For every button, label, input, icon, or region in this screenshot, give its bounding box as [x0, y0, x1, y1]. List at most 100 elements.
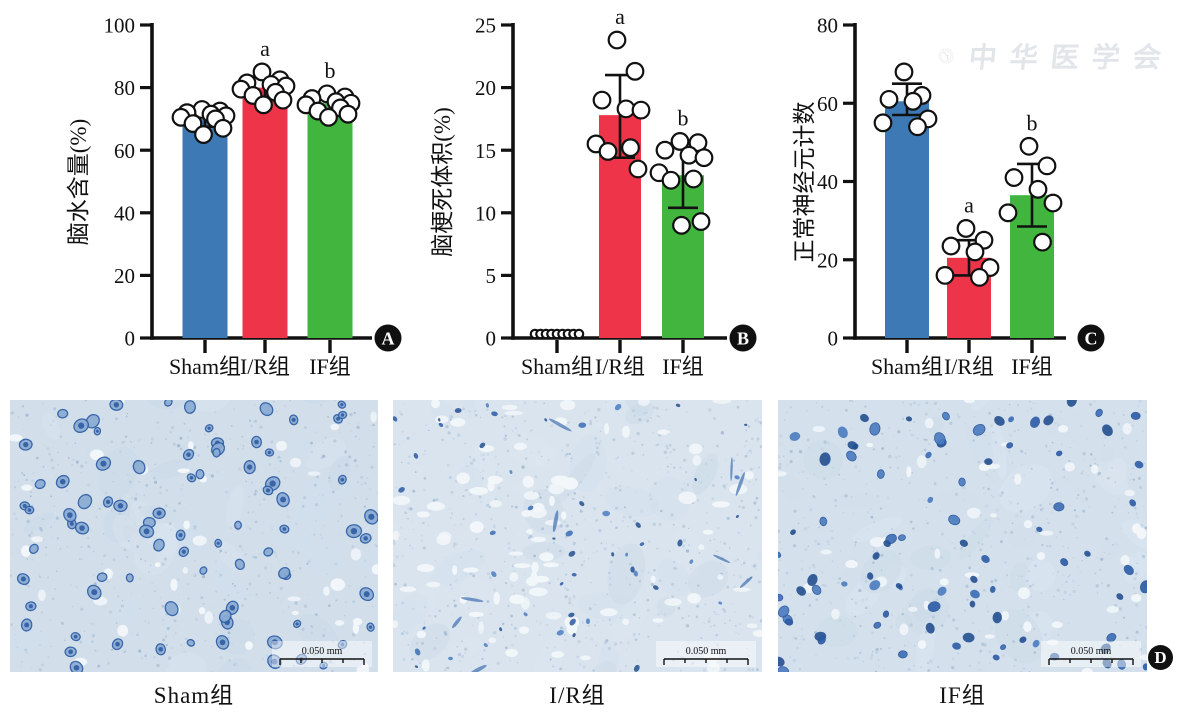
neuron-nucleus: [229, 604, 236, 611]
tissue-speckle: [979, 548, 983, 552]
neuron-cell: [1102, 424, 1113, 437]
tissue-speckle: [459, 660, 461, 662]
tissue-speckle: [1021, 464, 1023, 466]
tissue-speckle: [834, 657, 837, 659]
tissue-vacuole: [468, 611, 484, 618]
tissue-speckle: [831, 560, 834, 563]
tissue-speckle: [1137, 517, 1139, 519]
tissue-speckle: [486, 453, 490, 456]
tissue-speckle: [703, 622, 705, 624]
tissue-speckle: [627, 641, 630, 644]
neuron-cell: [867, 572, 874, 580]
neuron-streak: [552, 510, 559, 533]
tissue-mottle: [297, 477, 332, 535]
tissue-speckle: [894, 455, 899, 460]
tissue-speckle: [1012, 640, 1015, 643]
panel-badge: [374, 324, 402, 352]
tissue-speckle: [626, 577, 628, 579]
tissue-speckle: [1026, 410, 1030, 413]
neuron-cell: [744, 423, 748, 426]
tissue-vacuole: [287, 596, 301, 602]
tissue-mottle: [297, 613, 340, 660]
tissue-speckle: [658, 468, 660, 470]
tissue-vacuole: [493, 591, 500, 605]
tissue-speckle: [412, 489, 416, 493]
tissue-speckle: [940, 556, 944, 559]
tissue-speckle: [168, 522, 172, 526]
tissue-speckle: [131, 633, 133, 635]
tissue-speckle: [465, 573, 467, 575]
tissue-speckle: [985, 615, 987, 617]
tissue-speckle: [337, 653, 340, 656]
neuron-cell: [414, 665, 419, 668]
tissue-speckle: [759, 421, 762, 425]
data-point: [694, 148, 714, 168]
tissue-speckle: [909, 520, 913, 524]
tissue-speckle: [1030, 595, 1033, 597]
tissue-speckle: [665, 408, 668, 411]
tissue-speckle: [725, 459, 727, 461]
tissue-speckle: [315, 613, 318, 616]
data-point: [254, 95, 273, 115]
panel-d-badge: D: [1148, 645, 1173, 670]
tissue-speckle: [152, 607, 155, 610]
tissue-speckle: [1097, 552, 1099, 554]
tissue-speckle: [864, 482, 868, 486]
tissue-speckle: [105, 492, 107, 495]
tissue-speckle: [1011, 462, 1014, 464]
tissue-speckle: [490, 518, 493, 521]
tissue-speckle: [933, 483, 936, 486]
caption-if: IF组: [939, 683, 986, 708]
tissue-speckle: [1021, 575, 1023, 578]
data-point: [998, 203, 1018, 223]
tissue-speckle: [668, 550, 671, 552]
tissue-speckle: [679, 669, 683, 672]
tissue-speckle: [839, 550, 842, 552]
tissue-speckle: [106, 581, 109, 583]
tissue-speckle: [793, 614, 796, 617]
neuron-cell: [992, 654, 1000, 661]
tissue-speckle: [349, 585, 351, 587]
tissue-speckle: [1077, 488, 1079, 490]
tissue-vacuole: [820, 549, 832, 555]
tissue-speckle: [888, 647, 891, 649]
tissue-speckle: [578, 662, 582, 666]
neuron-cell: [895, 583, 903, 589]
tissue-speckle: [884, 623, 886, 625]
tissue-speckle: [972, 439, 976, 442]
tissue-speckle: [200, 596, 204, 600]
tissue-speckle: [456, 579, 458, 581]
tissue-speckle: [322, 441, 324, 443]
tissue-speckle: [495, 455, 498, 458]
data-point: [273, 90, 293, 110]
tissue-speckle: [564, 638, 567, 642]
tissue-speckle: [1141, 554, 1146, 559]
tissue-speckle: [886, 496, 890, 500]
neuron-nucleus: [59, 478, 66, 485]
tissue-vacuole: [170, 578, 178, 591]
tissue-speckle: [595, 644, 598, 647]
tissue-speckle: [153, 656, 156, 659]
tissue-speckle: [626, 454, 628, 456]
tissue-speckle: [262, 657, 264, 660]
tissue-speckle: [627, 525, 629, 528]
tissue-speckle: [403, 583, 407, 587]
tissue-speckle: [329, 491, 331, 493]
tissue-mottle: [555, 453, 596, 504]
caption-ir: I/R组: [549, 683, 606, 708]
tissue-speckle: [452, 545, 456, 548]
tissue-speckle: [339, 653, 343, 657]
micrograph-sham: 0.050 mm: [10, 400, 378, 672]
tissue-speckle: [423, 605, 427, 609]
tissue-vacuole: [526, 528, 533, 535]
neuron-nucleus: [340, 642, 345, 647]
neuron-cell: [485, 403, 489, 408]
tissue-speckle: [373, 441, 376, 444]
tissue-speckle: [700, 637, 703, 640]
tissue-speckle: [530, 451, 532, 454]
tissue-speckle: [1092, 485, 1096, 489]
tissue-speckle: [552, 608, 555, 611]
tissue-speckle: [225, 490, 229, 494]
tissue-speckle: [93, 624, 95, 626]
tissue-speckle: [218, 623, 221, 626]
